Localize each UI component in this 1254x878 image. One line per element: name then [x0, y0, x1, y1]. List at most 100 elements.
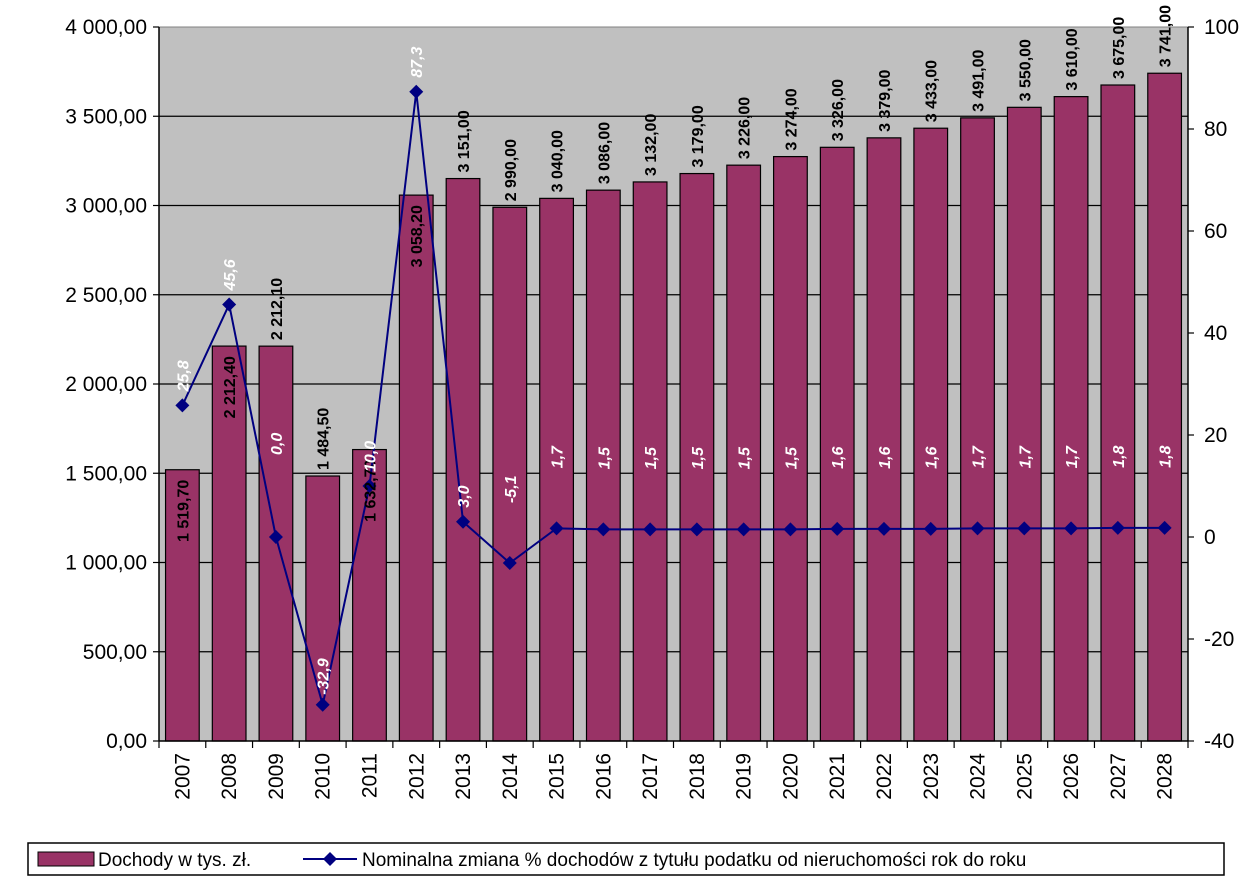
line-value-label: 1,7 — [1064, 445, 1081, 468]
y-tick-label: 0,00 — [106, 730, 147, 753]
line-marker — [456, 514, 471, 529]
line-marker — [970, 521, 985, 536]
bar — [772, 155, 808, 742]
bar — [1006, 106, 1042, 742]
x-tick-label: 2019 — [733, 753, 756, 800]
bar-value-label: 3 040,00 — [550, 130, 567, 192]
line-value-label: 1,5 — [643, 446, 660, 469]
y-tick-label: 1 000,00 — [65, 552, 147, 575]
line-marker — [315, 697, 330, 712]
line-marker — [549, 521, 564, 536]
bar — [492, 206, 528, 742]
line-marker — [1110, 520, 1125, 535]
bar-value-label: 3 151,00 — [456, 110, 473, 172]
bar — [539, 197, 575, 742]
bar — [960, 117, 995, 742]
line-value-label: 1,6 — [924, 446, 941, 468]
y2-tick-label: 0 — [1204, 526, 1216, 549]
x-tick-label: 2018 — [686, 753, 709, 800]
y-tick-label: 4 000,00 — [65, 16, 147, 39]
y-tick-label: 500,00 — [83, 641, 147, 664]
bar — [211, 345, 247, 742]
x-tick-label: 2026 — [1060, 753, 1083, 800]
y-tick-label: 1 500,00 — [65, 462, 147, 485]
line-series — [175, 84, 1172, 712]
bar-value-label: 1 632,70 — [362, 459, 379, 521]
x-tick-label: 2012 — [405, 753, 428, 800]
y-tick-label: 2 500,00 — [65, 284, 147, 307]
bar-value-label: 3 179,00 — [690, 105, 707, 167]
bar-value-label: 3 086,00 — [596, 122, 613, 184]
line-marker — [783, 522, 798, 537]
bar — [445, 177, 481, 742]
line-marker — [876, 521, 891, 536]
x-tick-label: 2025 — [1013, 753, 1036, 800]
line-value-label: 1,5 — [690, 446, 707, 469]
bar — [352, 448, 387, 742]
y2-tick-label: 40 — [1204, 322, 1227, 345]
line-marker — [596, 522, 611, 537]
legend-box — [27, 842, 1225, 876]
x-tick-label: 2010 — [312, 753, 335, 800]
line-value-label: 1,6 — [877, 446, 894, 468]
y-tick-label: 2 000,00 — [65, 373, 147, 396]
bar-value-label: 2 212,40 — [222, 356, 239, 418]
bar — [679, 172, 715, 742]
x-tick-label: 2013 — [452, 753, 475, 800]
bar — [1147, 72, 1183, 742]
line-value-label: 1,6 — [830, 446, 847, 468]
line-marker — [643, 522, 658, 537]
line-value-label: 45,6 — [222, 259, 239, 291]
line-marker — [689, 522, 704, 537]
bar-value-label: 3 433,00 — [924, 60, 941, 122]
bar-value-label: 3 226,00 — [737, 97, 754, 159]
x-tick-label: 2015 — [546, 753, 569, 800]
line-path — [181, 91, 1165, 706]
legend-bar-swatch — [37, 851, 95, 867]
bar-value-label: 3 550,00 — [1017, 39, 1034, 101]
bar-value-label: 3 675,00 — [1111, 17, 1128, 79]
x-tick-label: 2024 — [967, 753, 990, 800]
y2-tick-label: 80 — [1204, 118, 1227, 141]
line-value-label: 3,0 — [456, 485, 473, 507]
line-value-label: -32,9 — [316, 658, 333, 695]
line-value-label: 1,5 — [596, 446, 613, 469]
bar-value-label: 2 990,00 — [503, 139, 520, 201]
line-value-label: 0,0 — [269, 433, 286, 455]
bar — [866, 137, 902, 742]
line-value-label: 1,5 — [737, 446, 754, 469]
bar — [585, 189, 621, 742]
bar-value-label: 3 741,00 — [1158, 5, 1175, 67]
bar-value-label: 3 132,00 — [643, 114, 660, 176]
line-value-label: -5,1 — [503, 475, 520, 503]
x-tick-label: 2011 — [358, 753, 381, 798]
legend-line-label: Nominalna zmiana % dochodów z tytułu pod… — [362, 850, 1026, 871]
bar — [726, 164, 762, 742]
x-tick-label: 2017 — [639, 753, 662, 800]
x-tick-label: 2007 — [171, 753, 194, 800]
x-tick-label: 2014 — [499, 753, 522, 800]
bar — [398, 194, 434, 742]
bar — [1053, 96, 1089, 742]
bar — [819, 146, 855, 742]
line-marker — [1064, 521, 1079, 536]
legend: Dochody w tys. zł. Nominalna zmiana % do… — [27, 842, 1225, 876]
bar-value-label: 2 212,10 — [269, 278, 286, 340]
bar-value-label: 3 610,00 — [1064, 28, 1081, 90]
line-marker — [1157, 520, 1172, 535]
bar — [1100, 84, 1136, 742]
bar-value-label: 1 519,70 — [175, 480, 192, 542]
line-value-label: 25,8 — [175, 360, 192, 392]
x-tick-label: 2028 — [1154, 753, 1177, 800]
line-value-label: 1,5 — [783, 446, 800, 469]
bar-value-label: 3 491,00 — [971, 49, 988, 111]
x-tick-label: 2008 — [218, 753, 241, 800]
line-marker — [222, 297, 237, 312]
y-tick-label: 3 500,00 — [65, 105, 147, 128]
x-tick-label: 2021 — [826, 753, 849, 800]
y-tick-label: 3 000,00 — [65, 195, 147, 218]
line-marker — [923, 521, 938, 536]
line-value-label: 1,8 — [1111, 445, 1128, 467]
